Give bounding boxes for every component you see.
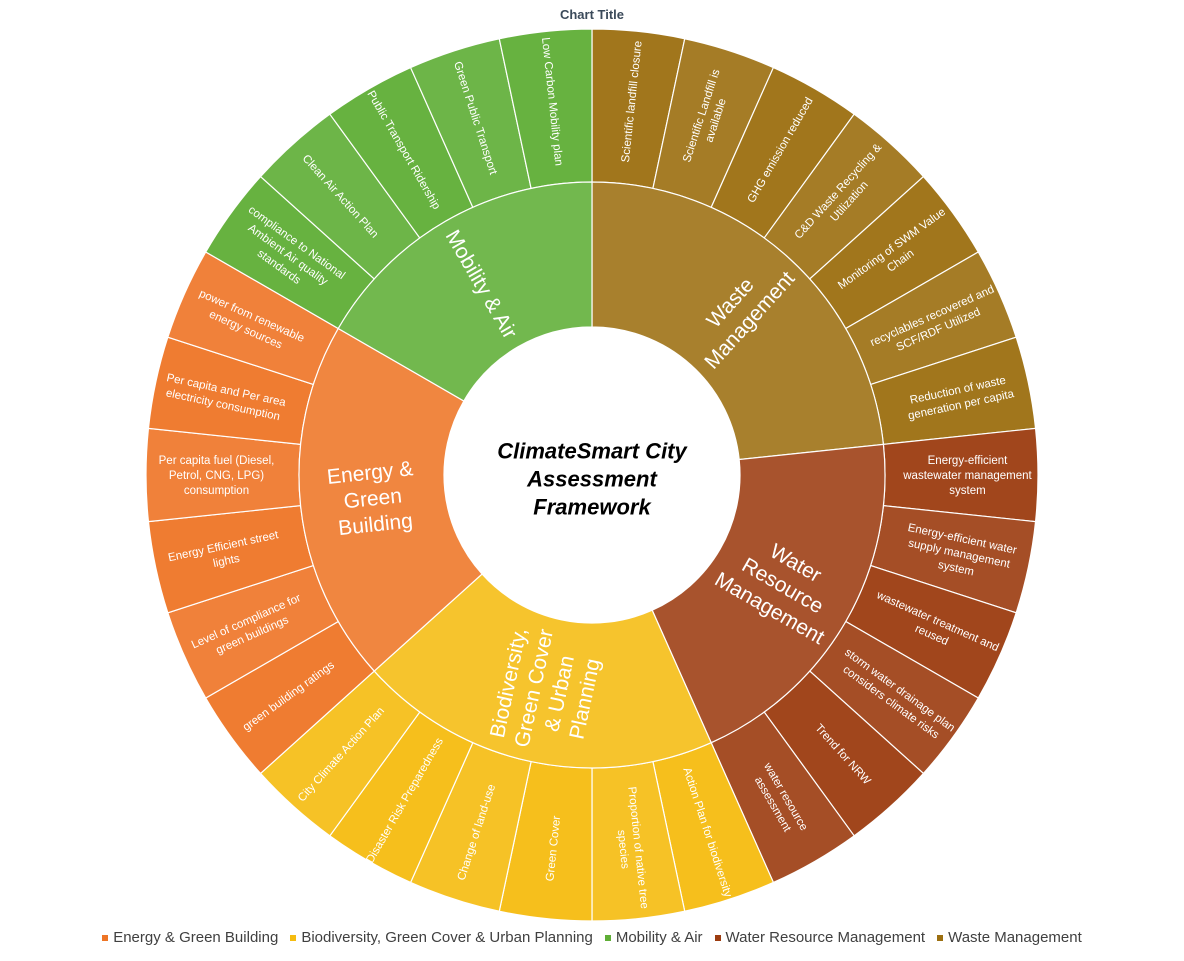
legend-item-mobility-air: Mobility & Air	[604, 929, 703, 946]
inner-ring: WasteManagementWaterResourceManagementBi…	[298, 181, 886, 769]
legend-swatch	[290, 934, 297, 941]
legend-label: Biodiversity, Green Cover & Urban Planni…	[301, 929, 593, 946]
segment-label: Per capita fuel (Diesel, Petrol, CNG, LPG…	[159, 455, 275, 497]
legend-item-biodiversity-green-cover-urban-planning: Biodiversity, Green Cover & Urban Planni…	[290, 929, 593, 946]
segment-label: Energy-efficient wastewater management sys…	[902, 455, 1032, 497]
center-label: ClimateSmart City Assessment Framework	[444, 327, 740, 623]
legend-label: Mobility & Air	[615, 929, 703, 946]
chart-title: Chart Title	[559, 7, 625, 22]
center-hole	[444, 327, 740, 623]
legend-label: Waste Management	[948, 929, 1082, 946]
legend: Energy & Green Building Biodiversity, Gre…	[0, 929, 1184, 946]
legend-swatch	[102, 934, 109, 941]
legend-item-waste-management: Waste Management	[937, 929, 1082, 946]
legend-label: Energy & Green Building	[113, 929, 279, 946]
legend-label: Water Resource Management	[725, 929, 926, 946]
legend-item-water-resource-management: Water Resource Management	[714, 929, 926, 946]
legend-swatch	[714, 934, 721, 941]
legend-swatch	[937, 934, 944, 941]
legend-swatch	[604, 934, 611, 941]
legend-item-energy-green-building: Energy & Green Building	[102, 929, 278, 946]
center-title: ClimateSmart City Assessment Framework	[497, 439, 688, 520]
